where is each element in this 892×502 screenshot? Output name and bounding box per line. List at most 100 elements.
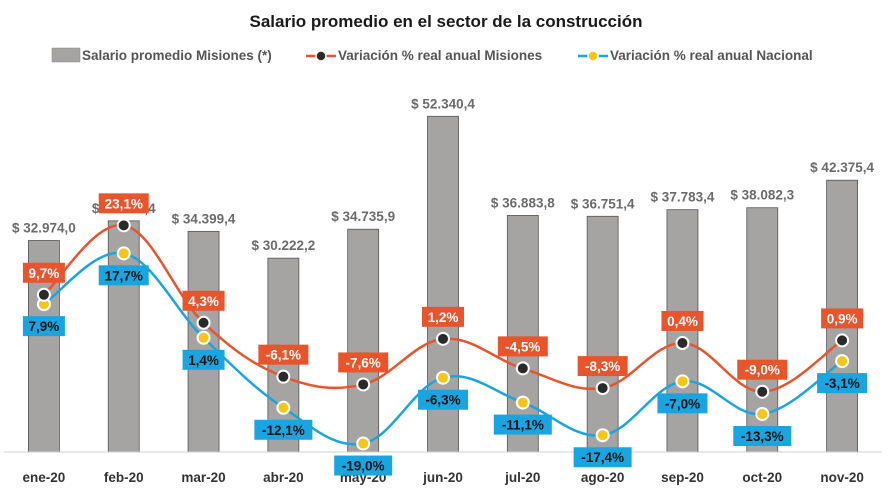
point-nacional-jul-20 <box>515 395 530 410</box>
label-misiones-oct-20-box <box>737 359 788 380</box>
label-nacional-ago-20: -17,4% <box>573 447 632 468</box>
point-nacional-feb-20 <box>116 246 131 261</box>
point-misiones-may-20 <box>356 377 371 392</box>
bar-label-may-20: $ 34.735,9 <box>331 209 395 224</box>
label-misiones-mar-20-text: 4,3% <box>188 294 219 309</box>
label-nacional-feb-20: 17,7% <box>98 265 149 286</box>
label-nacional-jul-20-box <box>493 414 552 435</box>
label-misiones-nov-20-box <box>821 308 864 329</box>
label-misiones-mar-20-box <box>182 290 225 311</box>
label-misiones-ene-20: 9,7% <box>22 262 65 283</box>
category-label-jul-20: jul-20 <box>504 470 540 485</box>
label-misiones-ago-20-box <box>577 356 628 377</box>
point-misiones-ene-20 <box>36 287 51 302</box>
point-nacional-mar-20 <box>196 330 211 345</box>
label-misiones-may-20: -7,6% <box>338 352 389 373</box>
label-nacional-oct-20-text: -13,3% <box>741 429 784 444</box>
label-misiones-sep-20-text: 0,4% <box>667 314 698 329</box>
label-misiones-jul-20: -4,5% <box>497 336 548 357</box>
label-misiones-ene-20-box <box>22 262 65 283</box>
label-misiones-may-20-box <box>338 352 389 373</box>
label-nacional-jul-20-text: -11,1% <box>502 418 544 433</box>
label-nacional-sep-20-text: -7,0% <box>665 396 700 411</box>
point-nacional-may-20 <box>356 436 371 451</box>
bar-ago-20 <box>586 215 619 453</box>
label-misiones-oct-20: -9,0% <box>737 359 788 380</box>
category-label-nov-20: nov-20 <box>820 470 864 485</box>
label-nacional-oct-20-box <box>733 425 792 446</box>
label-nacional-abr-20-box <box>254 419 313 440</box>
label-nacional-oct-20: -13,3% <box>733 425 792 446</box>
label-misiones-jun-20-box <box>422 306 464 327</box>
bar-label-oct-20: $ 38.082,3 <box>730 188 794 203</box>
label-nacional-feb-20-text: 17,7% <box>105 268 143 283</box>
legend: Salario promedio Misiones (*) Variación %… <box>51 47 813 63</box>
label-nacional-may-20-box <box>334 455 393 476</box>
label-nacional-feb-20-box <box>98 265 149 286</box>
legend-label-bar: Salario promedio Misiones (*) <box>82 48 272 63</box>
label-misiones-ago-20: -8,3% <box>577 356 628 377</box>
point-nacional-jun-20 <box>436 370 450 385</box>
label-nacional-ene-20-text: 7,9% <box>29 319 60 334</box>
label-nacional-may-20-text: -19,0% <box>342 459 385 474</box>
point-misiones-mar-20 <box>196 315 211 330</box>
label-nacional-mar-20-text: 1,4% <box>188 353 219 368</box>
point-misiones-jun-20 <box>436 331 450 346</box>
label-nacional-nov-20-box <box>817 373 868 394</box>
label-nacional-ago-20-text: -17,4% <box>581 450 624 465</box>
label-misiones-ene-20-text: 9,7% <box>29 266 60 281</box>
legend-marker-nacional <box>587 50 599 62</box>
markers <box>36 218 850 451</box>
legend-label-nacional: Variación % real anual Nacional <box>610 48 813 63</box>
label-nacional-sep-20-box <box>657 393 708 414</box>
point-nacional-abr-20 <box>276 400 291 415</box>
label-misiones-jul-20-box <box>497 336 548 357</box>
legend-marker-misiones <box>315 50 327 62</box>
label-misiones-ago-20-text: -8,3% <box>585 359 620 374</box>
legend-label-misiones: Variación % real anual Misiones <box>338 48 542 63</box>
category-label-ago-20: ago-20 <box>581 470 625 485</box>
point-misiones-oct-20 <box>755 384 770 399</box>
label-misiones-abr-20-text: -6,1% <box>266 348 301 363</box>
label-nacional-jun-20: -6,3% <box>418 389 468 410</box>
label-nacional-jun-20-box <box>418 389 468 410</box>
chart-title: Salario promedio en el sector de la cons… <box>249 12 642 31</box>
bar-label-ago-20: $ 36.751,4 <box>571 196 635 211</box>
label-misiones-feb-20-text: 23,1% <box>105 196 143 211</box>
point-misiones-sep-20 <box>675 335 690 350</box>
point-misiones-ago-20 <box>595 381 610 396</box>
bar-label-jun-20: $ 52.340,4 <box>411 96 475 111</box>
label-nacional-nov-20-text: -3,1% <box>824 376 859 391</box>
label-misiones-sep-20-box <box>661 310 704 331</box>
label-misiones-jun-20-text: 1,2% <box>428 310 459 325</box>
point-nacional-oct-20 <box>755 406 770 421</box>
legend-swatch-bar <box>51 47 81 63</box>
label-misiones-may-20-text: -7,6% <box>346 355 381 370</box>
bar-label-nov-20: $ 42.375,4 <box>810 160 874 175</box>
point-misiones-nov-20 <box>835 333 850 348</box>
data-labels: $ 32.974,0$ 36.040,4$ 34.399,4$ 30.222,2… <box>12 96 874 476</box>
label-misiones-abr-20-box <box>258 344 309 365</box>
label-nacional-mar-20-box <box>182 349 225 370</box>
label-misiones-oct-20-text: -9,0% <box>745 363 780 378</box>
label-misiones-sep-20: 0,4% <box>661 310 704 331</box>
label-nacional-ene-20-box <box>22 316 65 337</box>
label-misiones-nov-20-text: 0,9% <box>827 311 858 326</box>
label-nacional-jul-20: -11,1% <box>493 414 552 435</box>
label-nacional-abr-20: -12,1% <box>254 419 313 440</box>
label-nacional-nov-20: -3,1% <box>817 373 868 394</box>
bar-may-20 <box>347 228 380 453</box>
label-misiones-jun-20: 1,2% <box>422 306 464 327</box>
label-misiones-abr-20: -6,1% <box>258 344 309 365</box>
point-misiones-jul-20 <box>515 361 530 376</box>
point-misiones-abr-20 <box>276 369 291 384</box>
category-label-abr-20: abr-20 <box>263 470 304 485</box>
category-labels: ene-20 feb-20 mar-20 abr-20 may-20 jun-20 jul-… <box>23 470 864 485</box>
category-label-jun-20: jun-20 <box>422 470 463 485</box>
label-nacional-mar-20: 1,4% <box>182 349 225 370</box>
category-label-sep-20: sep-20 <box>661 470 704 485</box>
category-label-mar-20: mar-20 <box>181 470 225 485</box>
label-nacional-sep-20: -7,0% <box>657 393 708 414</box>
category-label-oct-20: oct-20 <box>742 470 782 485</box>
